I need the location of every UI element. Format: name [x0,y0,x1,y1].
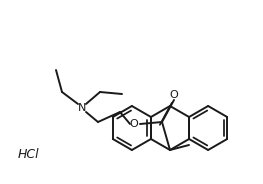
Text: O: O [170,90,178,100]
Text: HCl: HCl [18,148,40,162]
Text: O: O [130,119,138,129]
Text: N: N [78,103,86,113]
